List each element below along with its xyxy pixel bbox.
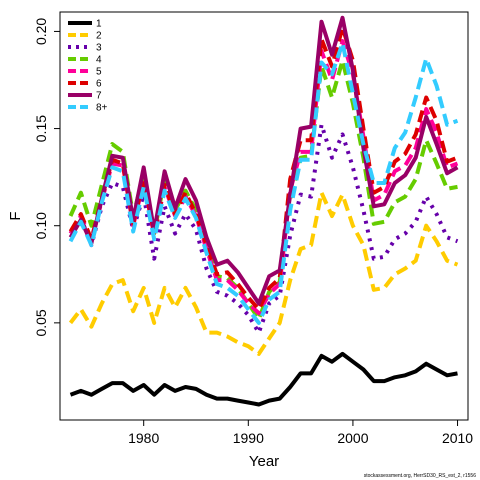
legend-label-7: 7	[96, 91, 102, 102]
series-line-8	[68, 41, 459, 325]
legend-label-8: 8+	[96, 103, 108, 114]
y-axis-label: F	[7, 211, 24, 220]
y-tick-label: 0.20	[33, 18, 49, 45]
legend-label-6: 6	[96, 79, 102, 90]
x-axis-label: Year	[249, 453, 279, 470]
y-tick-label: 0.10	[33, 212, 49, 239]
series-line-1	[69, 351, 458, 407]
x-tick-label: 1990	[233, 430, 264, 446]
credit-text: stockassessment.org, HerrSD30_RS_est_2, …	[364, 473, 476, 479]
series-line-7	[68, 15, 459, 306]
x-axis: 1980 1990 2000 2010	[128, 420, 473, 446]
y-axis: 0.05 0.10 0.15 0.20	[33, 18, 60, 337]
legend-label-5: 5	[96, 67, 102, 78]
y-tick-label: 0.05	[33, 309, 49, 336]
legend-label-4: 4	[96, 55, 102, 66]
series-line-2	[68, 190, 459, 356]
plot-box	[59, 11, 469, 421]
legend-label-3: 3	[96, 43, 102, 54]
legend-label-2: 2	[96, 31, 102, 42]
legend-label-1: 1	[96, 19, 102, 30]
x-tick-label: 2000	[337, 430, 368, 446]
y-tick-label: 0.15	[33, 115, 49, 142]
x-tick-label: 2010	[442, 430, 473, 446]
series-layer	[68, 15, 459, 407]
x-tick-label: 1980	[128, 430, 159, 446]
